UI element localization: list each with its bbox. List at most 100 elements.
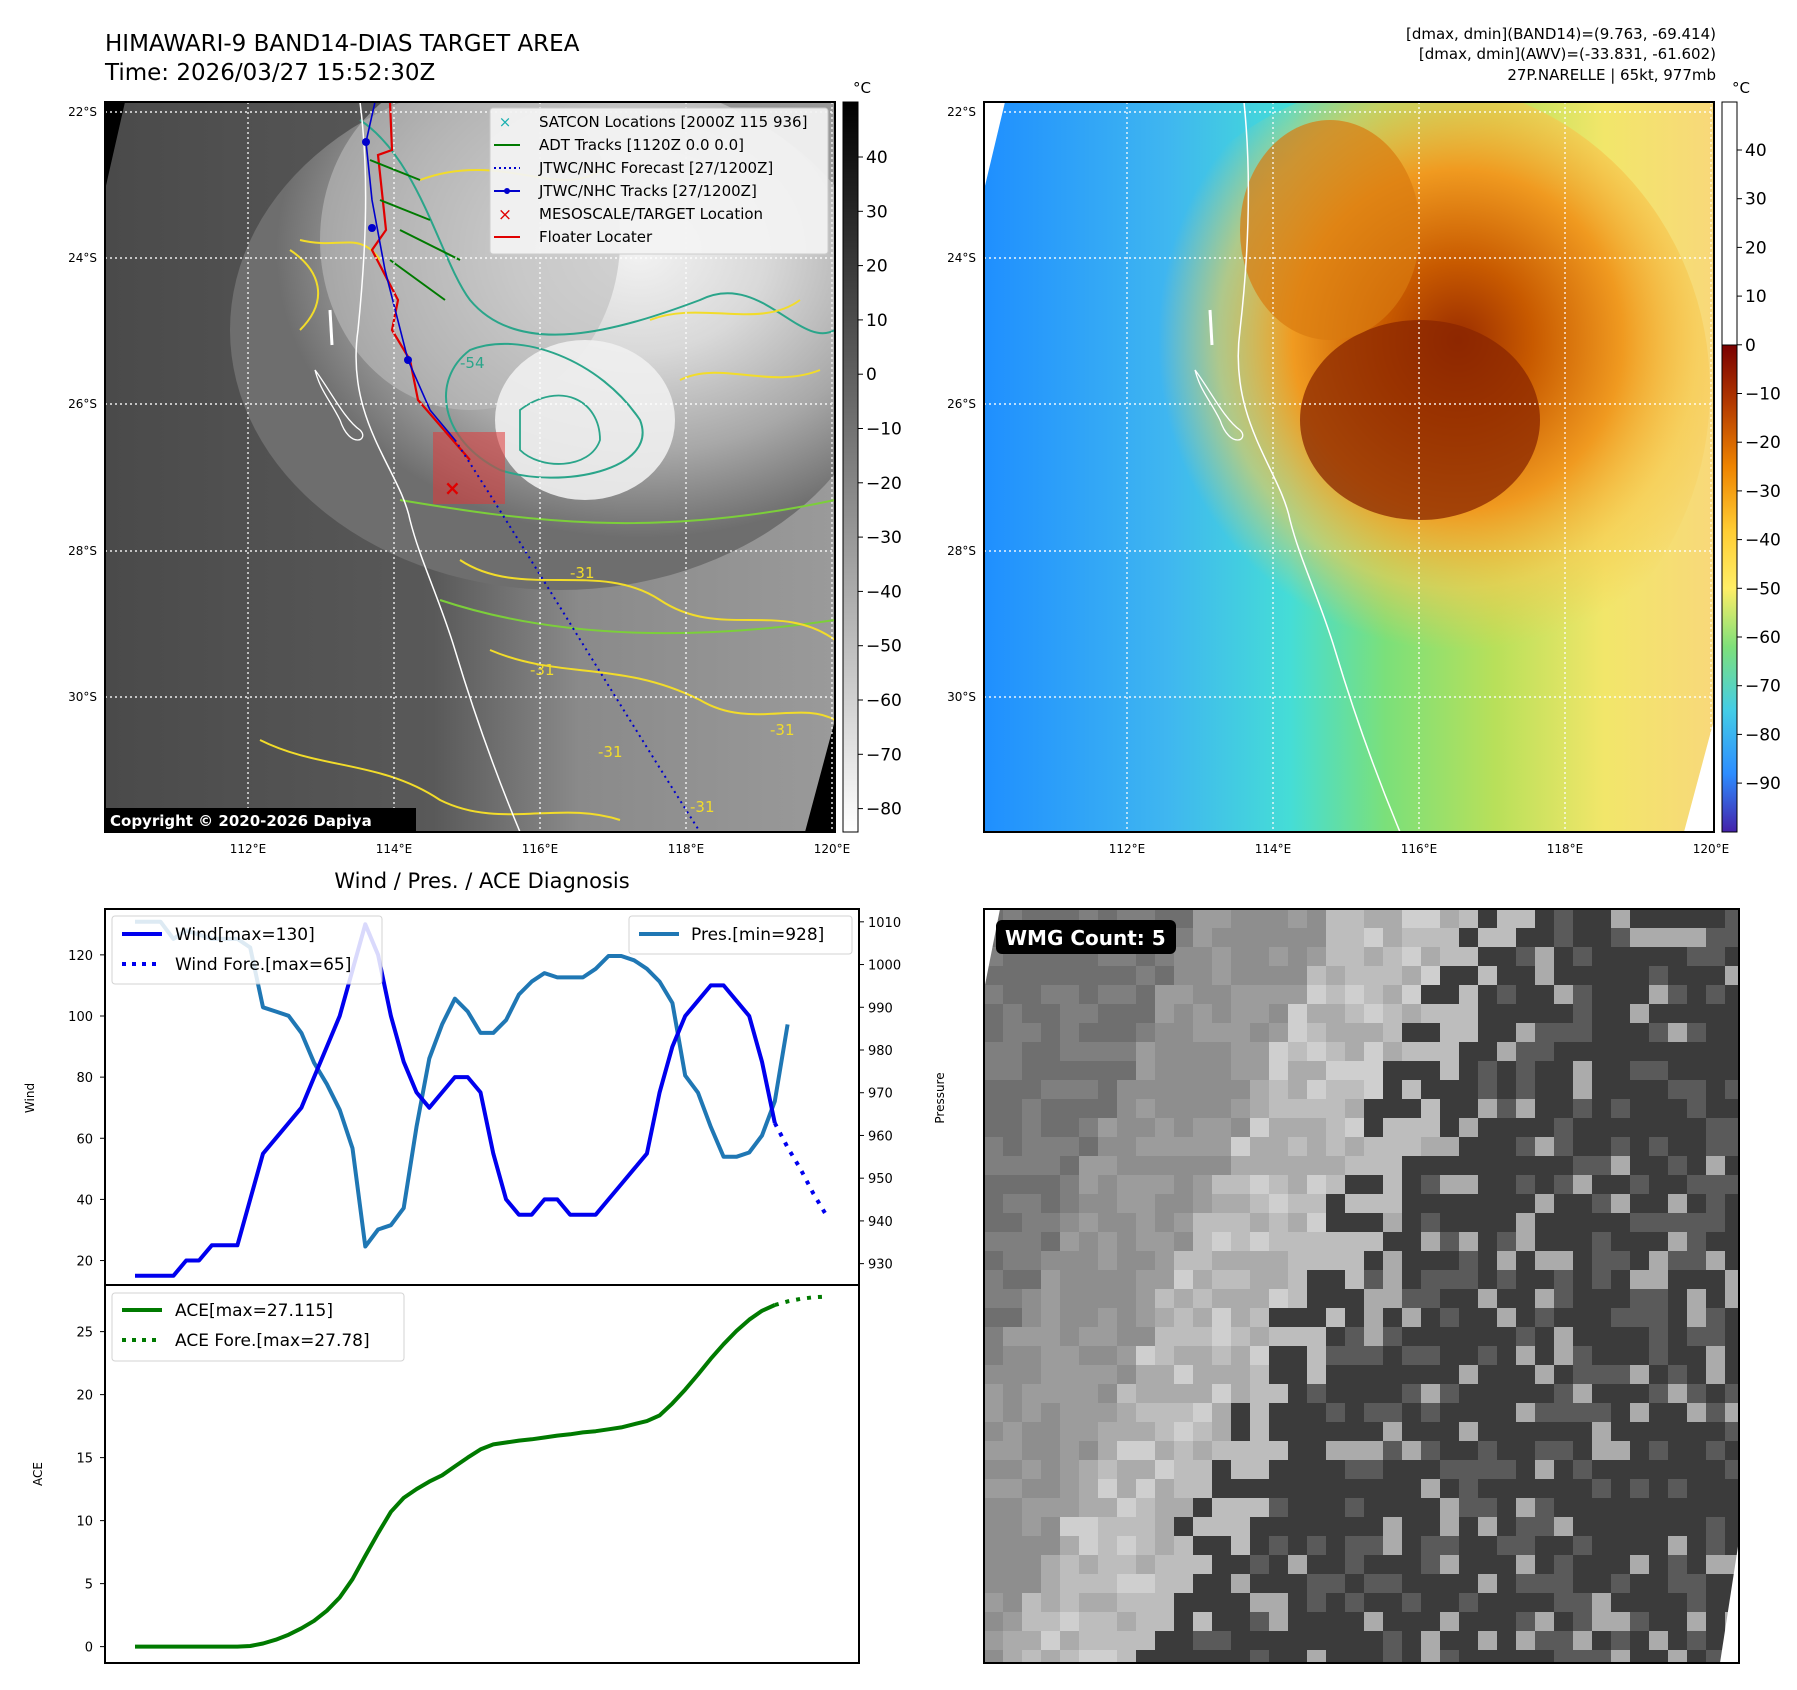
wind-tick-label: 80 [76,1071,93,1086]
awv-colorbar-tick-label: −60 [1745,628,1781,648]
wind-forecast-legend-label: Wind Fore.[max=65] [175,955,351,975]
lon-tick-label: 118°E [1547,842,1584,856]
target-location-marker: × [444,476,461,500]
wind-legend-label: Wind[max=130] [175,925,315,945]
wind-forecast-line [773,1122,828,1216]
colorbar-tick-label: −80 [866,800,902,820]
colorbar-tick-label: −60 [866,691,902,711]
ace-tick-label: 5 [85,1578,93,1593]
map-legend: × SATCON Locations [2000Z 115 936] ADT Tra… [489,107,829,255]
ace-line [135,1303,776,1649]
awv-lat-labels: 22°S 24°S 26°S 28°S 30°S [947,105,976,704]
pressure-tick-label: 960 [868,1129,893,1144]
contour-label: -31 [690,798,715,816]
awv-colorbar-tick-label: −10 [1745,385,1781,405]
ace-forecast-legend-label: ACE Fore.[max=27.78] [175,1331,370,1351]
wind-tick-label: 40 [76,1193,93,1208]
wind-axis-label: Wind [23,1083,37,1113]
figure-time: Time: 2026/03/27 15:52:30Z [104,60,435,86]
lon-tick-label: 118°E [668,842,705,856]
awv-colorbar-tick-label: −80 [1745,725,1781,745]
lat-tick-label: 24°S [947,251,976,265]
wind-tick-label: 20 [76,1255,93,1270]
wind-tick-label: 120 [68,949,93,964]
awv-colorbar-tick-label: −70 [1745,677,1781,697]
colorbar-tick-label: 20 [866,257,888,277]
pressure-tick-label: 990 [868,1001,893,1016]
legend-label: Floater Locater [539,228,653,246]
awv-colorbar-tick-label: 10 [1745,287,1767,307]
lon-tick-label: 116°E [1401,842,1438,856]
contour-label: -31 [770,721,795,739]
lat-tick-label: 22°S [947,105,976,119]
pressure-axis-label: Pressure [933,1072,947,1123]
ace-axis-label: ACE [31,1462,45,1486]
lon-tick-label: 112°E [1109,842,1146,856]
awv-colorbar-tick-label: 0 [1745,336,1756,356]
contour-label: -31 [530,661,555,679]
awv-map-panel [983,101,1715,833]
awv-colorbar-tick-label: 30 [1745,190,1767,210]
satcon-marker: × [499,113,512,131]
pressure-tick-label: 950 [868,1172,893,1187]
wind-line [135,922,777,1278]
colorbar-tick-label: −10 [866,420,902,440]
wind-pressure-chart: 20 40 60 80 100 120 930 940 950 960 970 980 990 1000… [23,908,947,1286]
pressure-tick-label: 1000 [868,959,901,974]
track-legend-dot [504,188,510,194]
pressure-tick-label: 930 [868,1258,893,1273]
colorbar-tick-label: −70 [866,745,902,765]
lat-tick-label: 28°S [68,544,97,558]
lat-tick-label: 30°S [947,690,976,704]
ace-chart: 0 5 10 15 20 25 ACE ACE[max=27.115] ACE Fore.… [31,1284,860,1664]
ace-tick-label: 15 [76,1452,93,1467]
lon-tick-label: 112°E [230,842,267,856]
figure-title: HIMAWARI-9 BAND14-DIAS TARGET AREA [105,31,580,57]
ace-legend-label: ACE[max=27.115] [175,1301,333,1321]
colorbar-tick-label: −40 [866,582,902,602]
wind-tick-label: 100 [68,1010,93,1025]
awv-lon-labels: 112°E 114°E 116°E 118°E 120°E [1109,842,1730,856]
colorbar-tick-label: 40 [866,148,888,168]
awv-colorbar-tick-label: 20 [1745,238,1767,258]
awv-colorbar: °C 40 30 20 10 0 −10 −20 −30 −40 −50 −60 −70 −80 −90 [1721,79,1781,833]
lat-tick-label: 22°S [68,105,97,119]
lon-tick-label: 114°E [376,842,413,856]
colorbar-tick-label: 0 [866,365,877,385]
pressure-legend-label: Pres.[min=928] [691,925,824,945]
legend-label: MESOSCALE/TARGET Location [539,205,763,223]
ace-tick-label: 20 [76,1389,93,1404]
wind-tick-label: 60 [76,1132,93,1147]
awv-colorbar-tick-label: −50 [1745,579,1781,599]
awv-colorbar-tick-label: −40 [1745,531,1781,551]
colorbar-tick-label: 30 [866,202,888,222]
legend-label: JTWC/NHC Forecast [27/1200Z] [538,159,773,177]
lat-tick-label: 24°S [68,251,97,265]
pressure-legend: Pres.[min=928] [628,915,853,955]
pressure-tick-label: 980 [868,1044,893,1059]
lon-tick-label: 120°E [814,842,851,856]
contour-label: -31 [570,564,595,582]
ace-legend: ACE[max=27.115] ACE Fore.[max=27.78] [111,1292,405,1362]
lat-tick-label: 26°S [947,397,976,411]
pressure-tick-label: 970 [868,1087,893,1102]
diagnosis-title: Wind / Pres. / ACE Diagnosis [334,869,629,893]
ace-tick-label: 10 [76,1515,93,1530]
legend-label: ADT Tracks [1120Z 0.0 0.0] [539,136,744,154]
legend-label: JTWC/NHC Tracks [27/1200Z] [538,182,757,200]
copyright-text: Copyright © 2020-2026 Dapiya [110,812,372,830]
colorbar-tick-label: −20 [866,474,902,494]
ir-map-panel: × -54 -31 -31 -31 -31 -31 Copyright © 20… [104,101,836,833]
contour-label: -54 [460,354,485,372]
lat-tick-label: 28°S [947,544,976,558]
wmg-panel: WMG Count: 5 [983,908,1740,1664]
awv-colorbar-tick-label: −20 [1745,433,1781,453]
wind-legend: Wind[max=130] Wind Fore.[max=65] [111,915,383,985]
lat-tick-label: 26°S [68,397,97,411]
ace-tick-label: 25 [76,1326,93,1341]
pressure-tick-label: 1010 [868,916,901,931]
awv-range: [dmax, dmin](AWV)=(-33.831, -61.602) [1419,45,1716,63]
colorbar-tick-label: −50 [866,637,902,657]
legend-label: SATCON Locations [2000Z 115 936] [539,113,807,131]
